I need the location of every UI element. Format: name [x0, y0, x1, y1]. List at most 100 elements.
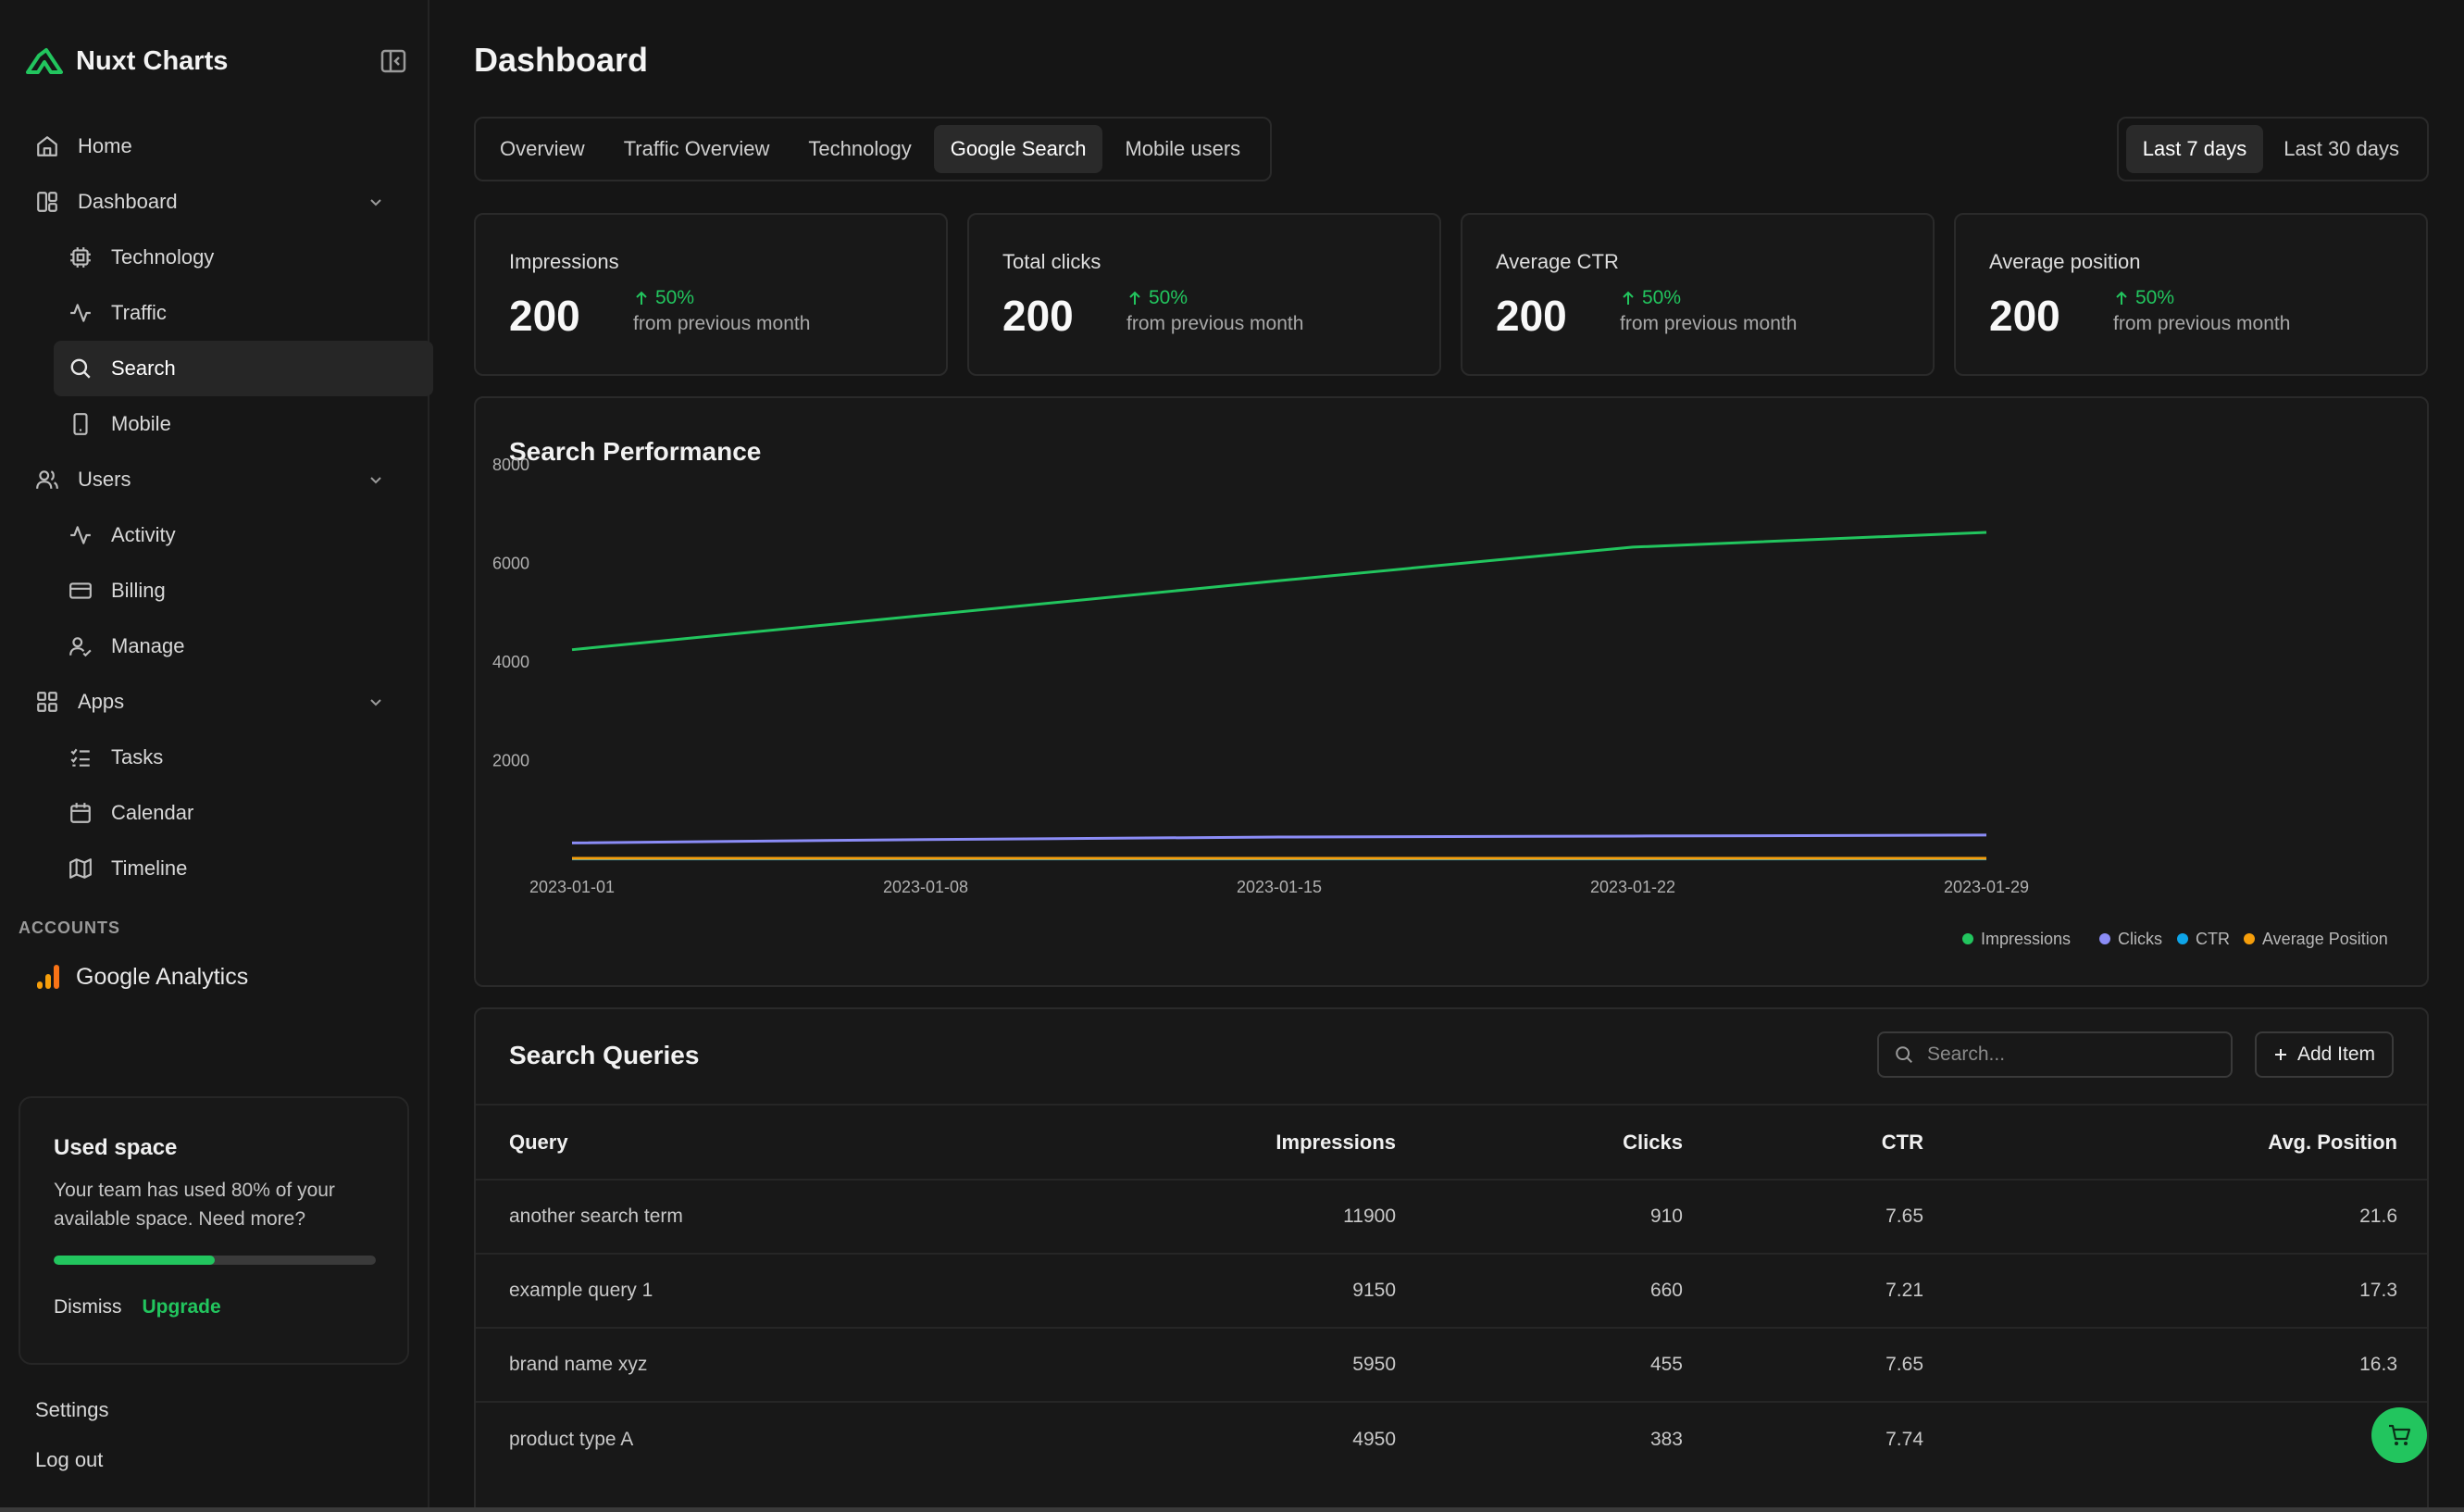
chevron-down-icon[interactable] — [367, 693, 385, 711]
chevron-down-icon[interactable] — [367, 193, 385, 211]
dashboard-icon — [37, 192, 57, 212]
legend-label: CTR — [2196, 930, 2230, 948]
tab-google-search[interactable]: Google Search — [933, 125, 1103, 173]
sidebar-item-label: Tasks — [111, 745, 164, 768]
used-space-card: Used space Your team has used 80% of you… — [19, 1096, 409, 1365]
sidebar-item-traffic[interactable]: Traffic — [28, 285, 409, 341]
users-icon — [36, 470, 58, 489]
series-line-clicks — [571, 833, 1987, 844]
arrow-up-icon — [1129, 291, 1140, 305]
logout-link[interactable]: Log out — [35, 1448, 104, 1471]
sidebar-item-technology[interactable]: Technology — [28, 230, 409, 285]
stat-sub: from previous month — [2113, 313, 2291, 334]
account-google-analytics[interactable]: Google Analytics — [35, 963, 248, 991]
sidebar-item-label: Home — [78, 134, 132, 157]
series-line-impressions — [571, 531, 1987, 652]
chevron-down-icon[interactable] — [367, 470, 385, 489]
activity-icon — [70, 304, 91, 322]
cell-impressions: 5950 — [1068, 1327, 1429, 1402]
cell-query: brand name xyz — [476, 1327, 1068, 1402]
sidebar-item-label: Billing — [111, 579, 166, 602]
tab-technology[interactable]: Technology — [808, 137, 912, 160]
sidebar-item-dashboard[interactable]: Dashboard — [28, 174, 409, 230]
sidebar-item-timeline[interactable]: Timeline — [28, 841, 409, 896]
stat-sub: from previous month — [633, 313, 811, 334]
add-item-button[interactable]: Add Item — [2255, 1031, 2394, 1078]
range-last-7-days[interactable]: Last 7 days — [2125, 125, 2264, 173]
column-header-clicks[interactable]: Clicks — [1623, 1130, 1683, 1154]
x-tick-label: 2023-01-15 — [1237, 878, 1322, 896]
search-performance-title: Search Performance — [509, 437, 762, 466]
query-search-input[interactable] — [1927, 1043, 2223, 1066]
sidebar-item-activity[interactable]: Activity — [28, 507, 409, 563]
cell-clicks: 660 — [1429, 1253, 1716, 1328]
stat-sub: from previous month — [1620, 313, 1798, 334]
query-search-field[interactable] — [1877, 1031, 2233, 1078]
sidebar-item-users[interactable]: Users — [28, 452, 409, 507]
cell-impressions: 4950 — [1068, 1401, 1429, 1476]
cell-clicks: 383 — [1429, 1401, 1716, 1476]
sidebar-item-manage[interactable]: Manage — [28, 619, 409, 674]
x-tick-label: 2023-01-29 — [1944, 878, 2029, 896]
cell-clicks: 455 — [1429, 1327, 1716, 1402]
sidebar-item-mobile[interactable]: Mobile — [28, 396, 409, 452]
legend-label: Clicks — [2118, 930, 2162, 948]
column-header-ctr[interactable]: CTR — [1881, 1130, 1923, 1154]
x-tick-label: 2023-01-01 — [529, 878, 615, 896]
cell-avg-position: 17.3 — [1957, 1253, 2427, 1328]
sidebar-collapse-icon[interactable] — [380, 48, 407, 74]
cell-ctr: 7.65 — [1716, 1327, 1957, 1402]
search-icon — [1896, 1046, 1912, 1063]
sidebar-item-label: Traffic — [111, 301, 167, 324]
used-space-text: Your team has used 80% of your available… — [54, 1180, 335, 1230]
sidebar-item-label: Mobile — [111, 412, 171, 435]
stat-change: 50% — [633, 287, 694, 309]
sidebar-item-billing[interactable]: Billing — [28, 563, 409, 619]
stat-change-value: 50% — [1642, 287, 1682, 308]
sidebar-item-calendar[interactable]: Calendar — [28, 785, 409, 841]
tab-overview[interactable]: Overview — [500, 137, 585, 160]
table-row[interactable]: example query 1 9150 660 7.21 17.3 — [476, 1253, 2427, 1328]
upgrade-button[interactable]: Upgrade — [142, 1296, 221, 1318]
sidebar-item-label: Timeline — [111, 856, 188, 880]
table-row[interactable]: brand name xyz 5950 455 7.65 16.3 — [476, 1327, 2427, 1402]
sidebar-item-home[interactable]: Home — [28, 119, 409, 174]
legend-label: Average Position — [2262, 930, 2388, 948]
cell-ctr: 7.74 — [1716, 1401, 1957, 1476]
stat-value: 200 — [1496, 292, 1567, 340]
search-icon — [70, 358, 91, 379]
cpu-icon — [70, 247, 91, 268]
stat-label: Impressions — [509, 250, 619, 273]
stat-card-average-ctr: Average CTR 200 50% from previous month — [1461, 213, 1935, 376]
stat-change: 50% — [2113, 287, 2174, 309]
stat-value: 200 — [1989, 292, 2060, 340]
used-space-title: Used space — [54, 1135, 178, 1160]
tab-traffic-overview[interactable]: Traffic Overview — [623, 137, 770, 160]
grid-icon — [37, 692, 57, 712]
tab-mobile-users[interactable]: Mobile users — [1125, 137, 1241, 160]
cell-avg-position: 21.6 — [1957, 1179, 2427, 1254]
sidebar-item-label: Users — [78, 468, 131, 491]
cart-button[interactable] — [2371, 1407, 2427, 1463]
column-header-query[interactable]: Query — [509, 1130, 568, 1154]
stat-change-value: 50% — [655, 287, 695, 308]
main-content: Dashboard Overview Traffic Overview Tech… — [431, 0, 2464, 1512]
dismiss-button[interactable]: Dismiss — [54, 1296, 122, 1318]
activity-icon — [70, 526, 91, 544]
sidebar-item-search[interactable]: Search — [54, 341, 433, 396]
column-header-avg-position[interactable]: Avg. Position — [2268, 1130, 2397, 1154]
sidebar-item-tasks[interactable]: Tasks — [28, 730, 409, 785]
range-last-30-days[interactable]: Last 30 days — [2284, 137, 2399, 160]
brand-name: Nuxt Charts — [76, 45, 229, 76]
sidebar-item-apps[interactable]: Apps — [28, 674, 409, 730]
stat-card-average-position: Average position 200 50% from previous m… — [1954, 213, 2428, 376]
table-row[interactable]: product type A 4950 383 7.74 26 — [476, 1401, 2427, 1476]
legend-marker — [1962, 933, 1973, 944]
table-header-row: Query Impressions Clicks CTR Avg. Positi… — [476, 1106, 2427, 1180]
cell-ctr: 7.21 — [1716, 1253, 1957, 1328]
column-header-impressions[interactable]: Impressions — [1276, 1130, 1396, 1154]
brand[interactable]: Nuxt Charts — [26, 43, 228, 80]
table-row[interactable]: another search term 11900 910 7.65 21.6 — [476, 1179, 2427, 1254]
mobile-icon — [73, 413, 88, 435]
settings-link[interactable]: Settings — [35, 1398, 109, 1421]
